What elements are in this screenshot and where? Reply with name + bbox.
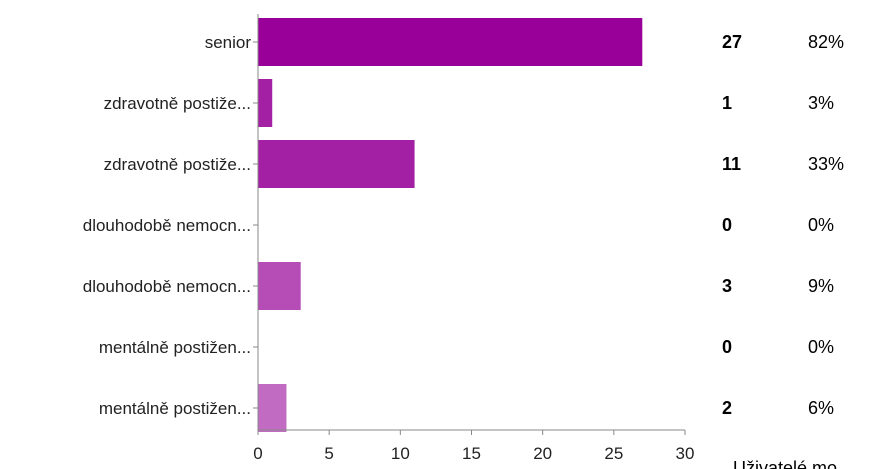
value-table: 27 82% 1 3% 11 33% 0 0% 3 9% 0 0% 2 6% [722, 32, 844, 418]
count-value: 1 [722, 93, 732, 113]
category-labels: senior zdravotně postiže... zdravotně post… [83, 33, 252, 418]
x-tick-label: 25 [604, 444, 623, 463]
count-value: 11 [722, 154, 741, 174]
count-value: 2 [722, 398, 732, 418]
bar [258, 140, 415, 188]
x-tick-label: 30 [676, 444, 695, 463]
category-label: mentálně postižen... [99, 399, 251, 418]
category-label: dlouhodobě nemocn... [83, 216, 251, 235]
count-value: 0 [722, 215, 732, 235]
bar [258, 18, 643, 66]
x-tick-label: 0 [253, 444, 262, 463]
x-tick-label: 5 [324, 444, 333, 463]
bar [258, 79, 273, 127]
bar [258, 384, 287, 432]
category-label: dlouhodobě nemocn... [83, 277, 251, 296]
percentage-value: 3% [808, 93, 834, 113]
percentage-value: 82% [808, 32, 844, 52]
footer-text: Uživatelé mo [733, 458, 837, 469]
percentage-value: 6% [808, 398, 834, 418]
percentage-value: 0% [808, 337, 834, 357]
bars [258, 18, 643, 432]
category-label: zdravotně postiže... [104, 94, 251, 113]
x-tick-label: 10 [391, 444, 410, 463]
bar [258, 262, 301, 310]
percentage-value: 0% [808, 215, 834, 235]
count-value: 3 [722, 276, 732, 296]
count-value: 0 [722, 337, 732, 357]
x-tick-label: 15 [462, 444, 481, 463]
category-label: zdravotně postiže... [104, 155, 251, 174]
axes: 0 5 10 15 20 25 30 [253, 14, 694, 463]
percentage-value: 33% [808, 154, 844, 174]
category-label: mentálně postižen... [99, 338, 251, 357]
category-label: senior [205, 33, 252, 52]
x-tick-label: 20 [533, 444, 552, 463]
percentage-value: 9% [808, 276, 834, 296]
count-value: 27 [722, 32, 742, 52]
